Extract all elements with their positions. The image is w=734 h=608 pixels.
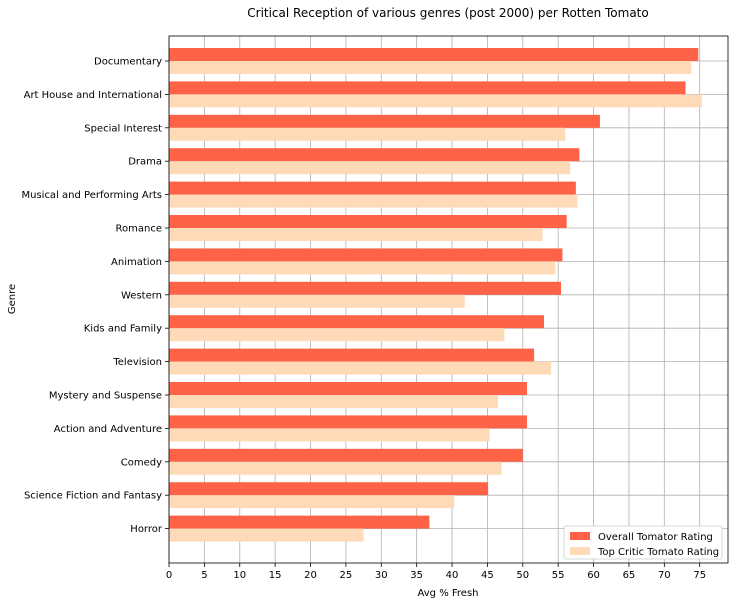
x-tick-label: 65 [623,570,636,581]
bar-top-critic [169,161,571,175]
bar-overall [169,215,567,228]
x-tick-label: 20 [304,570,317,581]
bar-overall [169,281,562,295]
y-tick-label: Horror [130,524,163,535]
x-tick-label: 10 [233,570,246,581]
bar-overall [169,515,430,529]
legend-swatch-overall [570,532,590,540]
bar-overall [169,348,535,362]
y-tick-label: Animation [111,257,162,268]
bar-top-critic [169,194,578,208]
y-tick-label: Television [112,357,162,368]
x-tick-label: 60 [587,570,600,581]
bar-top-critic [169,428,490,442]
legend-swatch-top-critic [570,547,590,555]
bar-overall [169,181,576,195]
bar-overall [169,448,523,462]
bar-top-critic [169,361,552,375]
bar-top-critic [169,461,502,475]
y-tick-label: Western [121,290,162,301]
y-tick-label: Drama [128,157,162,168]
x-tick-label: 25 [340,570,353,581]
y-tick-label: Romance [116,224,162,235]
x-tick-label: 75 [693,570,706,581]
y-tick-label: Documentary [94,57,162,68]
bar-top-critic [169,261,556,275]
x-tick-label: 55 [552,570,565,581]
bar-overall [169,114,600,128]
plot-frame [168,35,729,564]
bar-top-critic [169,228,543,241]
x-axis-label: Avg % Fresh [418,588,479,599]
bar-overall [169,248,563,262]
bar-top-critic [169,294,465,308]
bar-top-critic [169,528,364,542]
bar-overall [169,482,489,496]
bar-overall [169,315,545,329]
x-tick-label: 45 [481,570,494,581]
y-tick-label: Art House and International [24,90,162,101]
bar-overall [169,148,580,162]
x-axis-ticks: 0 5 10 15 20 25 30 35 40 45 50 55 60 65 70 75 [166,563,706,581]
bar-top-critic [169,495,455,509]
x-tick-label: 35 [410,570,423,581]
y-tick-label: Kids and Family [84,324,162,335]
bar-overall [169,81,686,95]
y-tick-label: Action and Adventure [54,424,162,435]
x-tick-label: 0 [166,570,172,581]
x-tick-label: 50 [516,570,529,581]
bar-overall [169,382,528,395]
bar-top-critic [169,328,505,342]
bar-top-critic [169,395,499,408]
legend-box [563,525,723,560]
legend: Overall Tomator Rating Top Critic Tomato… [563,525,723,560]
x-tick-label: 70 [658,570,671,581]
bar-top-critic [169,61,692,74]
y-tick-label: Special Interest [84,123,162,134]
y-tick-label: Science Fiction and Fantasy [24,491,162,502]
bar-overall [169,48,699,61]
x-tick-label: 30 [375,570,388,581]
y-axis-ticks: Documentary Art House and International Sp… [21,57,169,535]
legend-label-overall: Overall Tomator Rating [598,532,713,543]
x-tick-label: 15 [269,570,282,581]
bar-top-critic [169,94,702,108]
bars [169,48,702,542]
x-tick-label: 5 [201,570,207,581]
y-tick-label: Mystery and Suspense [49,391,162,402]
chart-title: Critical Reception of various genres (po… [247,6,648,20]
y-tick-label: Musical and Performing Arts [21,190,162,201]
y-tick-label: Comedy [121,457,162,468]
x-tick-label: 40 [446,570,459,581]
y-axis-label: Genre [7,284,18,314]
bar-overall [169,415,528,429]
bar-top-critic [169,127,566,141]
legend-label-top-critic: Top Critic Tomato Rating [597,547,719,558]
